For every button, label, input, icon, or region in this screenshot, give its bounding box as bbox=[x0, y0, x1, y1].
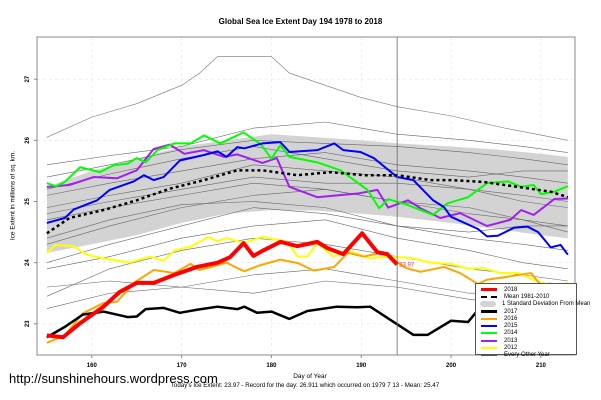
x-tick-label: 180 bbox=[266, 363, 277, 369]
legend-label: 2012 bbox=[504, 345, 518, 352]
legend-swatch bbox=[480, 286, 498, 293]
legend-item: 2014 bbox=[480, 330, 576, 337]
legend-label: Every Other Year bbox=[504, 352, 550, 359]
y-tick-label: 26 bbox=[25, 136, 31, 143]
series-line-2016 bbox=[46, 251, 569, 344]
legend-label: 2018 bbox=[504, 286, 518, 293]
legend-label: 2016 bbox=[504, 315, 518, 322]
series-line-2012 bbox=[46, 235, 569, 287]
other-year-line bbox=[46, 219, 568, 270]
x-axis-label: Day of Year bbox=[293, 373, 327, 380]
y-tick-label: 23 bbox=[25, 320, 31, 327]
legend-swatch bbox=[480, 330, 498, 337]
other-year-line bbox=[46, 201, 568, 239]
legend-label: 2015 bbox=[504, 323, 518, 330]
x-tick-label: 160 bbox=[87, 363, 98, 369]
series-line-mean-1981-2010 bbox=[46, 169, 569, 235]
series-line-2018 bbox=[46, 231, 399, 340]
legend-swatch bbox=[480, 352, 498, 359]
legend-label: Mean 1981-2010 bbox=[504, 293, 550, 300]
record-year-line bbox=[46, 56, 568, 141]
other-year-line bbox=[46, 176, 568, 215]
plot-frame bbox=[36, 36, 576, 356]
x-tick-label: 170 bbox=[177, 363, 188, 369]
legend-swatch bbox=[480, 301, 496, 308]
legend-item: 2016 bbox=[480, 315, 576, 322]
legend-item: 2018 bbox=[480, 286, 576, 293]
legend-item: 2013 bbox=[480, 337, 576, 344]
legend-swatch bbox=[480, 345, 498, 352]
x-tick-label: 190 bbox=[356, 363, 367, 369]
legend-item: Every Other Year bbox=[480, 352, 576, 359]
series-line-2013 bbox=[46, 143, 568, 227]
legend-item: 2017 bbox=[480, 308, 576, 315]
other-year-line bbox=[46, 207, 568, 263]
other-year-line bbox=[46, 188, 568, 245]
legend: 2018 Mean 1981-2010 1 Standard Deviation F… bbox=[475, 283, 590, 358]
legend-label: 2014 bbox=[504, 330, 518, 337]
watermark-url: http://sunshinehours.wordpress.com bbox=[9, 371, 218, 386]
legend-item: 2015 bbox=[480, 322, 576, 329]
other-year-line bbox=[46, 164, 568, 208]
chart-title: Global Sea Ice Extent Day 194 1978 to 20… bbox=[218, 17, 383, 26]
x-tick-label: 210 bbox=[536, 363, 547, 369]
legend-label: 2013 bbox=[504, 337, 518, 344]
other-year-line bbox=[46, 146, 568, 190]
footer-summary: Today's Ice Extent: 23.97 - Record for t… bbox=[170, 382, 440, 389]
legend-swatch bbox=[480, 323, 498, 330]
legend-swatch bbox=[480, 337, 498, 344]
y-tick-label: 27 bbox=[25, 75, 31, 82]
legend-swatch bbox=[480, 315, 498, 322]
legend-item: 2012 bbox=[480, 344, 576, 351]
current-value-label: 23.97 bbox=[399, 262, 415, 268]
legend-item: 1 Standard Deviation From Mean bbox=[480, 301, 590, 308]
legend-label: 2017 bbox=[504, 308, 518, 315]
legend-swatch bbox=[480, 308, 498, 315]
y-axis-label: Ice Extent in millions of sq. km. bbox=[9, 150, 17, 241]
y-tick-label: 25 bbox=[25, 198, 31, 205]
x-tick-label: 200 bbox=[446, 363, 457, 369]
y-tick-label: 24 bbox=[25, 259, 31, 266]
other-year-line bbox=[46, 121, 568, 166]
legend-item: Mean 1981-2010 bbox=[480, 293, 576, 300]
legend-swatch bbox=[480, 293, 498, 300]
other-year-line bbox=[46, 152, 568, 196]
series-line-2015 bbox=[46, 141, 569, 256]
legend-label: 1 Standard Deviation From Mean bbox=[502, 301, 591, 308]
